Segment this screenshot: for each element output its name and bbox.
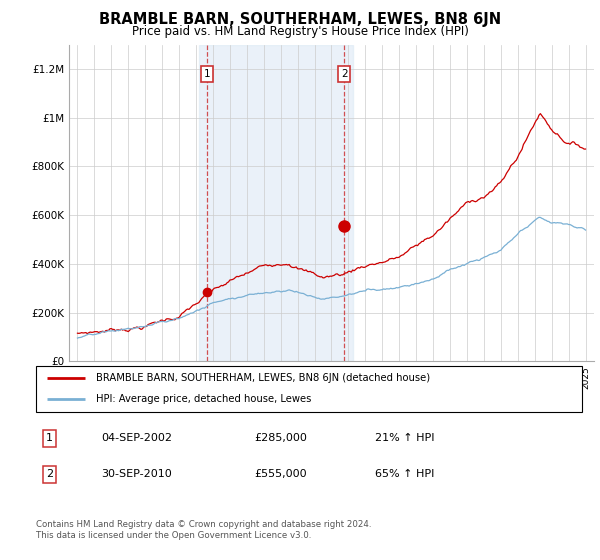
Text: 65% ↑ HPI: 65% ↑ HPI: [374, 469, 434, 479]
Text: Contains HM Land Registry data © Crown copyright and database right 2024.
This d: Contains HM Land Registry data © Crown c…: [36, 520, 371, 540]
Text: BRAMBLE BARN, SOUTHERHAM, LEWES, BN8 6JN: BRAMBLE BARN, SOUTHERHAM, LEWES, BN8 6JN: [99, 12, 501, 27]
Text: HPI: Average price, detached house, Lewes: HPI: Average price, detached house, Lewe…: [96, 394, 311, 404]
Text: 2: 2: [46, 469, 53, 479]
Text: 1: 1: [46, 433, 53, 444]
Bar: [199, 45, 353, 361]
Text: £555,000: £555,000: [254, 469, 307, 479]
Text: 21% ↑ HPI: 21% ↑ HPI: [374, 433, 434, 444]
Text: BRAMBLE BARN, SOUTHERHAM, LEWES, BN8 6JN (detached house): BRAMBLE BARN, SOUTHERHAM, LEWES, BN8 6JN…: [96, 373, 430, 383]
Text: 04-SEP-2002: 04-SEP-2002: [101, 433, 173, 444]
Text: £285,000: £285,000: [254, 433, 307, 444]
FancyBboxPatch shape: [36, 366, 582, 412]
Text: 1: 1: [204, 69, 211, 79]
Text: 30-SEP-2010: 30-SEP-2010: [101, 469, 172, 479]
Text: Price paid vs. HM Land Registry's House Price Index (HPI): Price paid vs. HM Land Registry's House …: [131, 25, 469, 38]
Text: 2: 2: [341, 69, 347, 79]
